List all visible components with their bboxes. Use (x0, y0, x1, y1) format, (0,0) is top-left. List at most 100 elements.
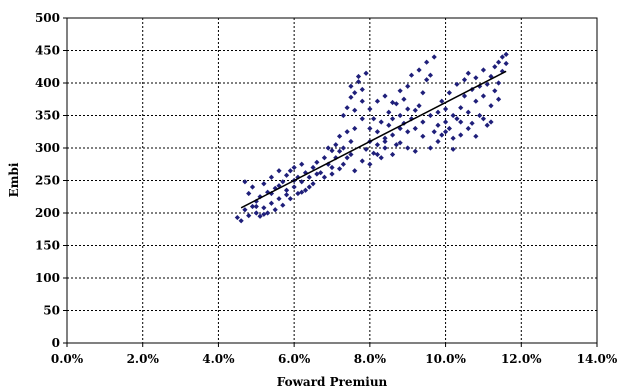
data-point (352, 90, 358, 96)
data-point (499, 54, 505, 60)
data-point (253, 210, 259, 216)
x-tick-label: 2.0% (127, 352, 160, 366)
data-point (386, 122, 392, 128)
y-tick-label: 150 (35, 239, 60, 253)
data-point (420, 90, 426, 96)
data-point (405, 106, 411, 112)
y-tick-label: 400 (35, 76, 60, 90)
data-point (246, 190, 252, 197)
data-point (321, 174, 328, 180)
y-tick-label: 0 (52, 336, 60, 350)
data-point (261, 181, 267, 187)
data-point (268, 174, 275, 180)
y-axis-title: Embi (7, 162, 21, 197)
data-point (268, 200, 275, 206)
data-point (465, 109, 471, 115)
data-point (488, 103, 494, 109)
y-tick-label: 500 (35, 11, 60, 25)
data-point (416, 103, 422, 109)
data-point (355, 73, 362, 80)
data-point (276, 168, 282, 174)
data-point (405, 129, 411, 135)
data-point (306, 174, 312, 180)
data-point (374, 98, 381, 104)
data-point (480, 116, 487, 122)
data-point (442, 106, 449, 112)
data-point (374, 151, 381, 158)
data-point (488, 119, 494, 125)
data-point (371, 150, 377, 156)
data-point (291, 164, 297, 171)
data-point (397, 140, 403, 146)
data-point (412, 125, 418, 132)
data-point (283, 192, 290, 198)
data-point (442, 129, 449, 135)
data-point (454, 81, 460, 87)
data-point (348, 83, 354, 89)
data-point (302, 187, 309, 193)
y-tick-label: 100 (35, 271, 60, 285)
data-point (499, 68, 505, 74)
data-point (310, 164, 316, 171)
data-point (291, 184, 297, 190)
data-point (389, 99, 396, 106)
data-point (454, 116, 460, 122)
data-point (477, 112, 483, 119)
data-point (389, 132, 396, 138)
data-point (261, 205, 267, 211)
data-point (280, 202, 286, 208)
data-point (465, 125, 471, 132)
data-point (348, 151, 354, 158)
data-point (435, 138, 441, 145)
data-point (480, 93, 487, 99)
y-tick-label: 200 (35, 206, 60, 220)
data-point (397, 88, 403, 94)
data-point (355, 79, 362, 85)
data-point (480, 67, 487, 73)
data-point (329, 164, 335, 171)
data-point (495, 59, 502, 65)
data-point (359, 86, 365, 93)
data-point (408, 72, 415, 78)
data-point (386, 109, 392, 115)
data-point (435, 109, 441, 115)
data-point (382, 135, 388, 141)
tick-labels: 0.0% 2.0% 4.0% 6.0% 8.0% 10.0% 12.0% 14.0% 0 50 10… (35, 11, 618, 366)
data-point (495, 96, 502, 102)
x-tick-label: 6.0% (278, 352, 311, 366)
data-point (450, 135, 456, 141)
x-tick-label: 0.0% (51, 352, 84, 366)
data-point (272, 207, 278, 213)
data-point (253, 203, 259, 210)
data-point (363, 70, 369, 76)
data-point (473, 75, 479, 81)
data-point (242, 207, 248, 213)
data-point (503, 51, 509, 57)
data-point (246, 213, 252, 219)
data-point (336, 148, 343, 154)
data-point (461, 77, 468, 83)
data-point (348, 94, 354, 100)
trendline (240, 70, 507, 209)
data-point (461, 93, 468, 99)
data-point (374, 129, 381, 135)
data-point (446, 90, 452, 96)
data-point (321, 155, 328, 161)
data-point (503, 60, 509, 67)
data-point (424, 77, 430, 83)
data-point (367, 125, 373, 132)
data-point (367, 161, 373, 167)
data-point (333, 142, 339, 148)
data-point (359, 158, 365, 164)
data-point (352, 107, 358, 113)
data-point (299, 179, 305, 185)
data-point (473, 98, 479, 104)
data-point (393, 142, 399, 148)
data-point (295, 190, 301, 197)
data-point (265, 210, 271, 216)
data-point (389, 116, 396, 122)
data-point (378, 155, 384, 161)
data-point (427, 72, 434, 78)
data-point (495, 80, 502, 86)
data-point (352, 168, 358, 174)
